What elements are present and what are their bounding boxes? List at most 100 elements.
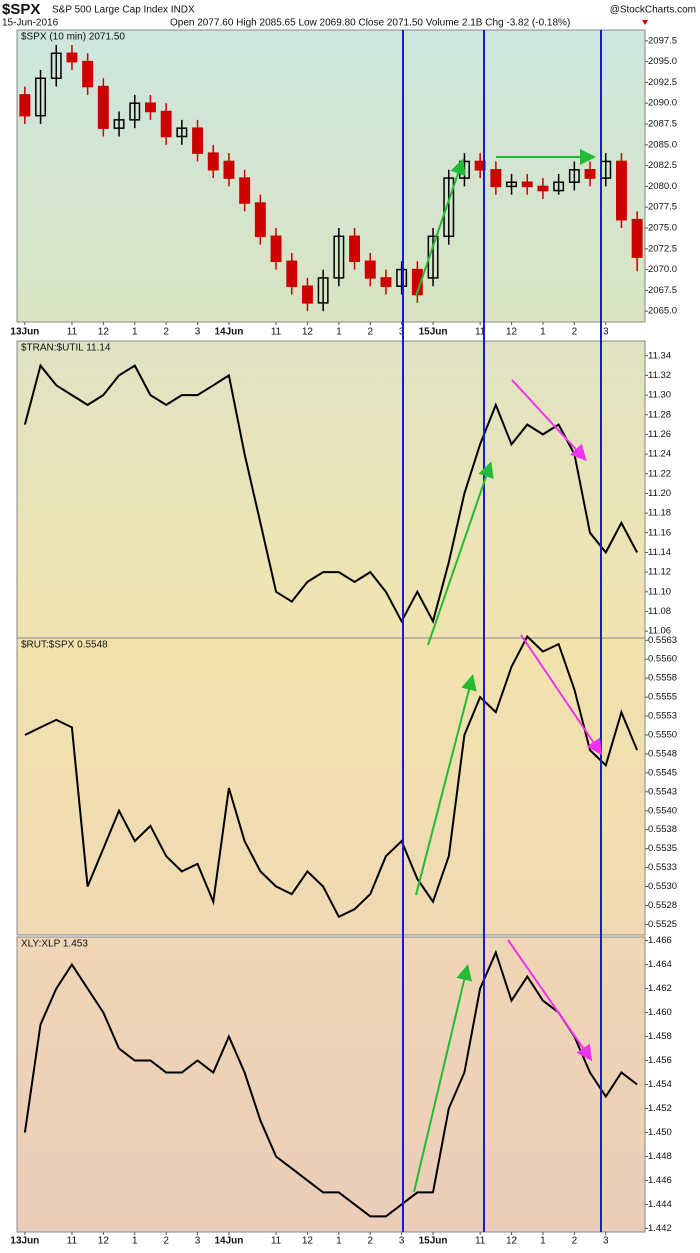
- x-tick-label: 11: [271, 1236, 282, 1247]
- y-tick-label: 1.466: [648, 935, 672, 946]
- candle-body: [270, 235, 282, 263]
- candle-body: [35, 77, 47, 117]
- x-tick-label: 3: [399, 327, 405, 338]
- y-tick-label: 11.18: [648, 508, 671, 519]
- x-tick-label: 12: [98, 1236, 110, 1247]
- y-tick-label: 11.14: [648, 547, 671, 558]
- x-tick-label: 12: [302, 1236, 314, 1247]
- y-tick-label: 2082.5: [648, 160, 677, 171]
- y-tick-label: 11.28: [648, 409, 671, 420]
- candle-body: [349, 235, 361, 263]
- candle-body: [364, 260, 376, 279]
- candle-body: [380, 277, 392, 287]
- panel-background: [16, 29, 646, 323]
- panel-label: $SPX (10 min) 2071.50: [21, 32, 125, 43]
- y-tick-label: 1.446: [648, 1175, 672, 1186]
- x-tick-label: 11: [67, 1236, 78, 1247]
- y-tick-label: 0.5535: [648, 843, 677, 854]
- y-tick-label: 2092.5: [648, 77, 677, 88]
- y-tick-label: 0.5548: [648, 748, 677, 759]
- candle-body: [176, 127, 188, 138]
- y-tick-label: 1.464: [648, 959, 672, 970]
- candle-body: [333, 235, 345, 279]
- y-tick-label: 2090.0: [648, 98, 677, 109]
- x-tick-label: 12: [506, 1236, 518, 1247]
- arrow: [415, 158, 466, 297]
- y-tick-label: 11.30: [648, 390, 671, 401]
- y-tick-label: 1.442: [648, 1223, 672, 1234]
- y-tick-label: 0.5528: [648, 900, 677, 911]
- x-tick-label: 12: [506, 327, 518, 338]
- x-tick-label: 15Jun: [419, 327, 448, 338]
- series-line: [23, 363, 638, 625]
- x-tick-label: 3: [399, 1236, 405, 1247]
- candle-body: [443, 177, 455, 238]
- y-tick-label: 11.10: [648, 586, 671, 597]
- candle-body: [50, 52, 62, 80]
- y-tick-label: 0.5533: [648, 862, 677, 873]
- x-tick-label: 3: [603, 1236, 609, 1247]
- y-tick-label: 0.5545: [648, 767, 677, 778]
- y-tick-label: 0.5538: [648, 824, 677, 835]
- candle-body: [207, 152, 219, 171]
- y-tick-label: 0.5553: [648, 711, 677, 722]
- y-tick-label: 1.444: [648, 1199, 672, 1210]
- x-tick-label: 11: [475, 1236, 486, 1247]
- x-tick-label: 12: [302, 327, 314, 338]
- x-tick-label: 14Jun: [214, 1236, 243, 1247]
- candle-body: [521, 181, 533, 188]
- arrow: [415, 674, 477, 896]
- y-tick-label: 2065.0: [648, 306, 677, 317]
- y-tick-label: 0.5563: [648, 635, 677, 646]
- y-tick-label: 2070.0: [648, 264, 677, 275]
- candle-body: [192, 127, 204, 154]
- panel-label: $TRAN:$UTIL 11.14: [21, 343, 111, 354]
- panel-background: [16, 637, 646, 936]
- source: @StockCharts.com: [610, 5, 696, 16]
- index-name: S&P 500 Large Cap Index INDX: [52, 5, 195, 16]
- x-tick-label: 2: [367, 1236, 373, 1247]
- candle-body: [254, 202, 266, 238]
- y-tick-label: 0.5560: [648, 654, 677, 665]
- x-tick-label: 2: [572, 1236, 578, 1247]
- candle-body: [317, 277, 329, 304]
- y-tick-label: 11.24: [648, 449, 671, 460]
- y-tick-label: 11.08: [648, 606, 671, 617]
- panel-label: XLY:XLP 1.453: [21, 939, 88, 950]
- panel-background: [16, 340, 646, 639]
- x-tick-label: 3: [603, 327, 609, 338]
- panel-label: $RUT:$SPX 0.5548: [21, 640, 108, 651]
- candle-body: [144, 102, 156, 113]
- down-marker: [642, 20, 648, 25]
- candle-body: [506, 181, 518, 188]
- y-tick-label: 1.448: [648, 1151, 672, 1162]
- x-tick-label: 2: [163, 327, 169, 338]
- y-tick-label: 2085.0: [648, 139, 677, 150]
- y-tick-label: 2077.5: [648, 202, 677, 213]
- y-tick-label: 11.26: [648, 429, 671, 440]
- x-tick-label: 1: [132, 327, 138, 338]
- y-tick-label: 0.5555: [648, 692, 677, 703]
- x-tick-label: 3: [195, 1236, 201, 1247]
- y-tick-label: 11.34: [648, 350, 671, 361]
- x-tick-label: 2: [367, 327, 373, 338]
- x-tick-label: 1: [540, 1236, 546, 1247]
- candle-body: [19, 94, 31, 117]
- y-tick-label: 1.456: [648, 1055, 672, 1066]
- candle-body: [584, 169, 596, 179]
- candle-body: [631, 218, 643, 258]
- candle-body: [553, 181, 565, 192]
- x-tick-label: 2: [163, 1236, 169, 1247]
- y-tick-label: 2067.5: [648, 285, 677, 296]
- arrow: [520, 634, 603, 756]
- candle-body: [615, 160, 627, 221]
- y-tick-label: 0.5540: [648, 805, 677, 816]
- series-line: [23, 949, 638, 1218]
- arrow: [413, 964, 473, 1193]
- y-tick-label: 2080.0: [648, 181, 677, 192]
- symbol: $SPX: [2, 1, 40, 18]
- y-tick-label: 2087.5: [648, 119, 677, 130]
- y-tick-label: 1.454: [648, 1079, 672, 1090]
- y-tick-label: 1.462: [648, 983, 672, 994]
